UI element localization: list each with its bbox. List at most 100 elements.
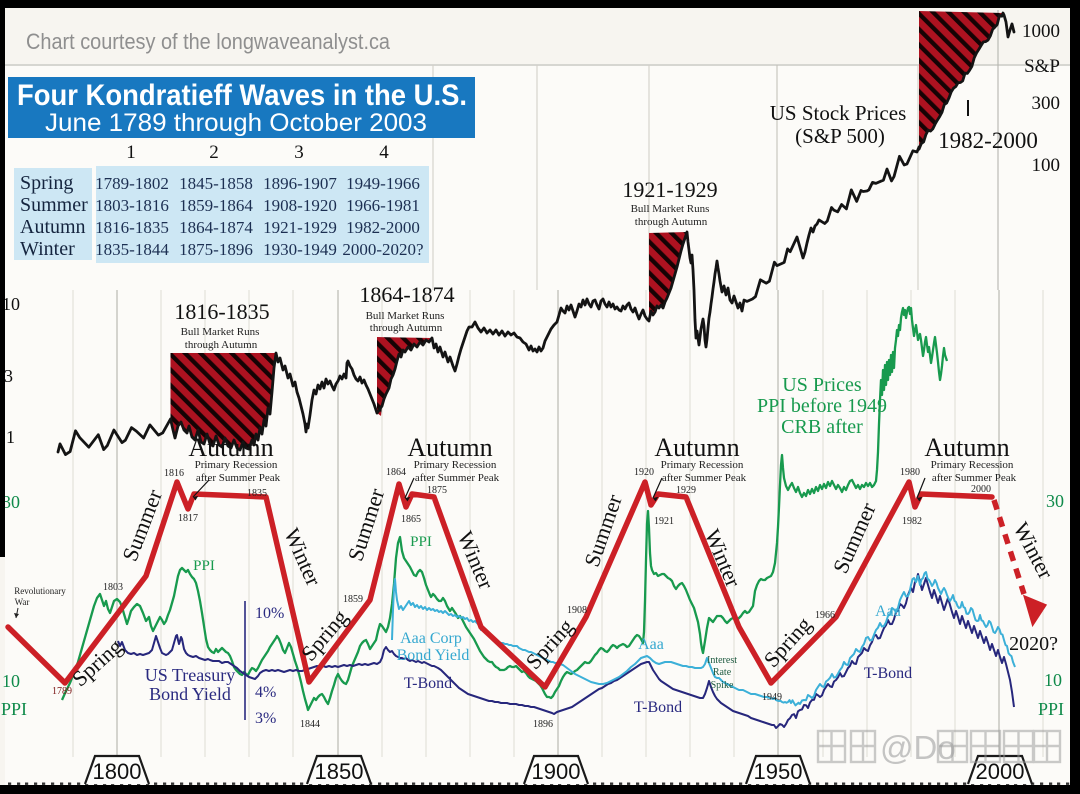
svg-text:1816-1835: 1816-1835	[174, 299, 269, 324]
svg-text:2000-2020?: 2000-2020?	[342, 240, 423, 259]
svg-text:after Summer Peak: after Summer Peak	[415, 472, 500, 484]
svg-text:1835-1844: 1835-1844	[95, 240, 169, 259]
svg-text:30: 30	[1046, 491, 1064, 511]
svg-text:Bond Yield: Bond Yield	[397, 647, 470, 664]
svg-text:1816-1835: 1816-1835	[95, 218, 169, 237]
svg-text:through Autumn: through Autumn	[370, 322, 443, 334]
svg-text:Aaa Corp: Aaa Corp	[400, 630, 462, 647]
svg-text:1908: 1908	[567, 605, 587, 616]
svg-text:1980: 1980	[900, 467, 920, 478]
svg-text:Bull Market Runs: Bull Market Runs	[366, 310, 445, 322]
svg-text:1896: 1896	[533, 719, 553, 730]
svg-text:US Prices: US Prices	[782, 374, 862, 396]
svg-text:1844: 1844	[300, 719, 320, 730]
svg-text:1800: 1800	[93, 759, 142, 784]
svg-text:PPI: PPI	[1, 699, 27, 719]
svg-text:10: 10	[2, 671, 20, 691]
svg-text:1982: 1982	[902, 516, 922, 527]
svg-text:1896-1907: 1896-1907	[263, 174, 337, 193]
svg-text:1875: 1875	[427, 485, 447, 496]
svg-text:1930-1949: 1930-1949	[263, 240, 337, 259]
svg-text:Primary Recession: Primary Recession	[931, 459, 1014, 471]
svg-text:PPI: PPI	[410, 534, 432, 550]
svg-text:after Summer Peak: after Summer Peak	[932, 472, 1017, 484]
svg-text:1950: 1950	[754, 759, 803, 784]
svg-text:US Stock Prices: US Stock Prices	[770, 101, 907, 125]
svg-text:Aaa: Aaa	[875, 603, 901, 620]
svg-text:10: 10	[1044, 670, 1062, 690]
svg-text:PPI: PPI	[1038, 699, 1064, 719]
svg-text:1803: 1803	[103, 582, 123, 593]
svg-text:1: 1	[126, 142, 136, 163]
svg-text:1966-1981: 1966-1981	[346, 196, 420, 215]
svg-text:Autumn: Autumn	[20, 216, 86, 238]
svg-text:100: 100	[1032, 155, 1061, 176]
svg-text:Primary Recession: Primary Recession	[414, 459, 497, 471]
svg-text:Bull Market Runs: Bull Market Runs	[181, 326, 260, 338]
svg-text:Interest: Interest	[707, 655, 737, 666]
svg-text:T-Bond: T-Bond	[404, 675, 452, 692]
svg-text:1982-2000: 1982-2000	[346, 218, 420, 237]
svg-text:1949: 1949	[762, 692, 782, 703]
svg-text:4: 4	[379, 142, 389, 163]
svg-text:Chart courtesy of the longwave: Chart courtesy of the longwaveanalyst.ca	[26, 29, 391, 54]
svg-text:1: 1	[6, 427, 15, 447]
svg-text:1908-1920: 1908-1920	[263, 196, 337, 215]
svg-text:300: 300	[1032, 93, 1061, 114]
svg-text:through Autumn: through Autumn	[185, 339, 258, 351]
svg-text:Bond Yield: Bond Yield	[149, 684, 231, 704]
svg-text:1864-1874: 1864-1874	[359, 282, 454, 307]
svg-text:1900: 1900	[532, 759, 581, 784]
svg-text:1864-1874: 1864-1874	[179, 218, 253, 237]
svg-text:2020?: 2020?	[1009, 633, 1058, 655]
svg-text:War: War	[15, 597, 30, 607]
svg-text:PPI: PPI	[193, 558, 215, 574]
svg-text:1921: 1921	[654, 516, 674, 527]
svg-text:Aaa: Aaa	[638, 636, 664, 653]
svg-text:1921-1929: 1921-1929	[263, 218, 337, 237]
svg-text:1859-1864: 1859-1864	[179, 196, 253, 215]
svg-text:June 1789 through October 2003: June 1789 through October 2003	[45, 109, 427, 137]
svg-text:after Summer Peak: after Summer Peak	[196, 472, 281, 484]
svg-text:Bull Market Runs: Bull Market Runs	[631, 203, 710, 215]
svg-text:1803-1816: 1803-1816	[95, 196, 169, 215]
svg-text:1982-2000: 1982-2000	[938, 128, 1038, 153]
svg-text:US Treasury: US Treasury	[145, 665, 236, 685]
svg-text:1816: 1816	[164, 468, 184, 479]
svg-text:1865: 1865	[401, 514, 421, 525]
svg-text:1949-1966: 1949-1966	[346, 174, 420, 193]
svg-text:1920: 1920	[634, 467, 654, 478]
svg-text:1789: 1789	[52, 686, 72, 697]
svg-text:CRB after: CRB after	[781, 416, 863, 438]
svg-text:4%: 4%	[255, 684, 276, 701]
svg-text:@Do: @Do	[880, 729, 956, 766]
svg-text:1864: 1864	[386, 467, 406, 478]
svg-text:10: 10	[2, 294, 20, 314]
svg-text:Spike: Spike	[711, 680, 734, 691]
svg-text:Autumn: Autumn	[654, 433, 739, 462]
svg-text:1859: 1859	[343, 594, 363, 605]
svg-text:T-Bond: T-Bond	[634, 699, 682, 716]
svg-text:Revolutionary: Revolutionary	[14, 586, 66, 596]
svg-text:1966: 1966	[815, 610, 835, 621]
svg-text:1817: 1817	[178, 513, 198, 524]
svg-text:Rate: Rate	[713, 667, 732, 678]
svg-text:Primary Recession: Primary Recession	[661, 459, 744, 471]
svg-text:1835: 1835	[247, 488, 267, 499]
svg-text:10%: 10%	[255, 605, 284, 622]
svg-text:1875-1896: 1875-1896	[179, 240, 253, 259]
svg-text:2000: 2000	[971, 484, 991, 495]
svg-text:1850: 1850	[315, 759, 364, 784]
svg-text:Four Kondratieff Waves in the: Four Kondratieff Waves in the U.S.	[17, 79, 467, 112]
svg-text:1929: 1929	[676, 485, 696, 496]
svg-text:1000: 1000	[1022, 21, 1060, 42]
svg-text:through Autumn: through Autumn	[635, 216, 708, 228]
svg-text:3: 3	[4, 366, 13, 386]
svg-text:after Summer Peak: after Summer Peak	[662, 472, 747, 484]
svg-text:1845-1858: 1845-1858	[179, 174, 253, 193]
svg-text:PPI before 1949: PPI before 1949	[757, 395, 887, 417]
svg-text:Spring: Spring	[20, 172, 73, 194]
svg-text:Autumn: Autumn	[924, 433, 1009, 462]
svg-text:Primary Recession: Primary Recession	[195, 459, 278, 471]
svg-text:(S&P 500): (S&P 500)	[795, 124, 885, 148]
